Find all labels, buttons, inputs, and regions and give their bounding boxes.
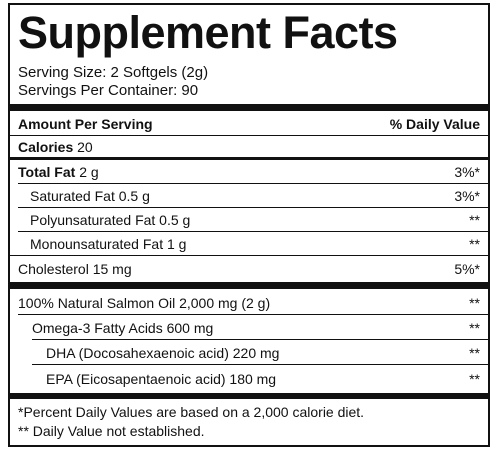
- daily-value: 3%*: [454, 188, 480, 204]
- nutrient-name: Monounsaturated Fat 1 g: [30, 236, 187, 252]
- rule: [10, 255, 488, 256]
- daily-value: **: [469, 212, 480, 228]
- rule: [32, 364, 488, 365]
- rule: [18, 231, 488, 232]
- thick-rule: [10, 104, 488, 111]
- header-amount: Amount Per Serving: [18, 116, 153, 132]
- daily-value: 5%*: [454, 261, 480, 277]
- nutrient-name: Cholesterol 15 mg: [18, 261, 132, 277]
- daily-value: **: [469, 320, 480, 336]
- footnote: ** Daily Value not established.: [18, 423, 205, 439]
- supplement-facts-label: Supplement Facts Serving Size: 2 Softgel…: [8, 3, 490, 447]
- nutrient-name: EPA (Eicosapentaenoic acid) 180 mg: [46, 371, 277, 387]
- nutrient-name: DHA (Docosahexaenoic acid) 220 mg: [46, 345, 280, 361]
- rule: [18, 207, 488, 208]
- footnote: *Percent Daily Values are based on a 2,0…: [18, 404, 365, 420]
- rule: [32, 339, 488, 340]
- thick-rule: [10, 282, 488, 289]
- serving-size: Serving Size: 2 Softgels (2g): [18, 64, 209, 81]
- nutrient-name: Omega-3 Fatty Acids 600 mg: [32, 320, 214, 336]
- nutrient-name: 100% Natural Salmon Oil 2,000 mg (2 g): [18, 295, 271, 311]
- nutrient-amount: 20: [77, 139, 93, 155]
- rule: [18, 314, 488, 315]
- rule: [10, 157, 488, 160]
- nutrient-name: Saturated Fat 0.5 g: [30, 188, 150, 204]
- header-dv: % Daily Value: [389, 116, 480, 132]
- row-label: Calories 20: [18, 139, 93, 155]
- daily-value: **: [469, 371, 480, 387]
- servings-per-container: Servings Per Container: 90: [18, 82, 199, 99]
- nutrient-name: Calories: [18, 139, 74, 155]
- daily-value: **: [469, 295, 480, 311]
- daily-value: **: [469, 345, 480, 361]
- daily-value: 3%*: [454, 164, 480, 180]
- rule: [18, 183, 488, 184]
- thick-rule: [10, 393, 488, 399]
- nutrient-name: Polyunsaturated Fat 0.5 g: [30, 212, 191, 228]
- title: Supplement Facts: [18, 7, 398, 58]
- rule: [10, 135, 488, 136]
- daily-value: **: [469, 236, 480, 252]
- nutrient-amount: 2 g: [79, 164, 99, 180]
- nutrient-name: Total Fat: [18, 164, 76, 180]
